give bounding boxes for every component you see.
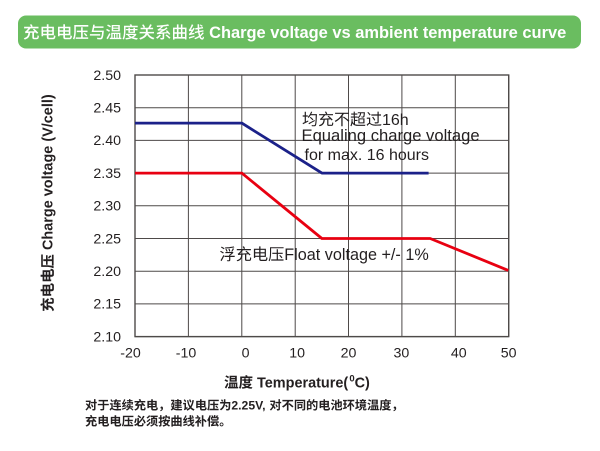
svg-text:-20: -20 (120, 346, 141, 362)
svg-text:40: 40 (451, 346, 467, 362)
svg-text:Temperature(: Temperature( (253, 375, 348, 391)
svg-text:0: 0 (349, 373, 354, 384)
svg-text:20: 20 (341, 346, 357, 362)
svg-text:2.50: 2.50 (93, 68, 121, 84)
svg-text:for max. 16 hours: for max. 16 hours (305, 147, 430, 164)
svg-text:Charge voltage (V/cell): Charge voltage (V/cell) (41, 94, 57, 254)
svg-text:Float voltage +/- 1%: Float voltage +/- 1% (284, 246, 428, 264)
svg-text:2.10: 2.10 (93, 329, 121, 345)
svg-text:Equaling charge voltage: Equaling charge voltage (302, 126, 480, 145)
svg-text:C): C) (355, 375, 370, 391)
svg-text:2.40: 2.40 (93, 133, 121, 149)
svg-text:2.45: 2.45 (93, 101, 121, 117)
svg-text:2.25V,: 2.25V, (231, 398, 265, 412)
svg-text:50: 50 (501, 346, 517, 362)
svg-text:2.25: 2.25 (93, 231, 121, 247)
svg-text:2.20: 2.20 (93, 264, 121, 280)
svg-text:10: 10 (289, 346, 305, 362)
svg-text:16h: 16h (382, 112, 409, 129)
svg-text:2.15: 2.15 (93, 297, 121, 313)
svg-text:2.30: 2.30 (93, 199, 121, 215)
svg-text:0: 0 (242, 346, 250, 362)
svg-text:30: 30 (394, 346, 410, 362)
svg-text:-10: -10 (176, 346, 197, 362)
svg-text:2.35: 2.35 (93, 166, 121, 182)
svg-text:Charge voltage vs ambient temp: Charge voltage vs ambient temperature cu… (205, 24, 567, 42)
